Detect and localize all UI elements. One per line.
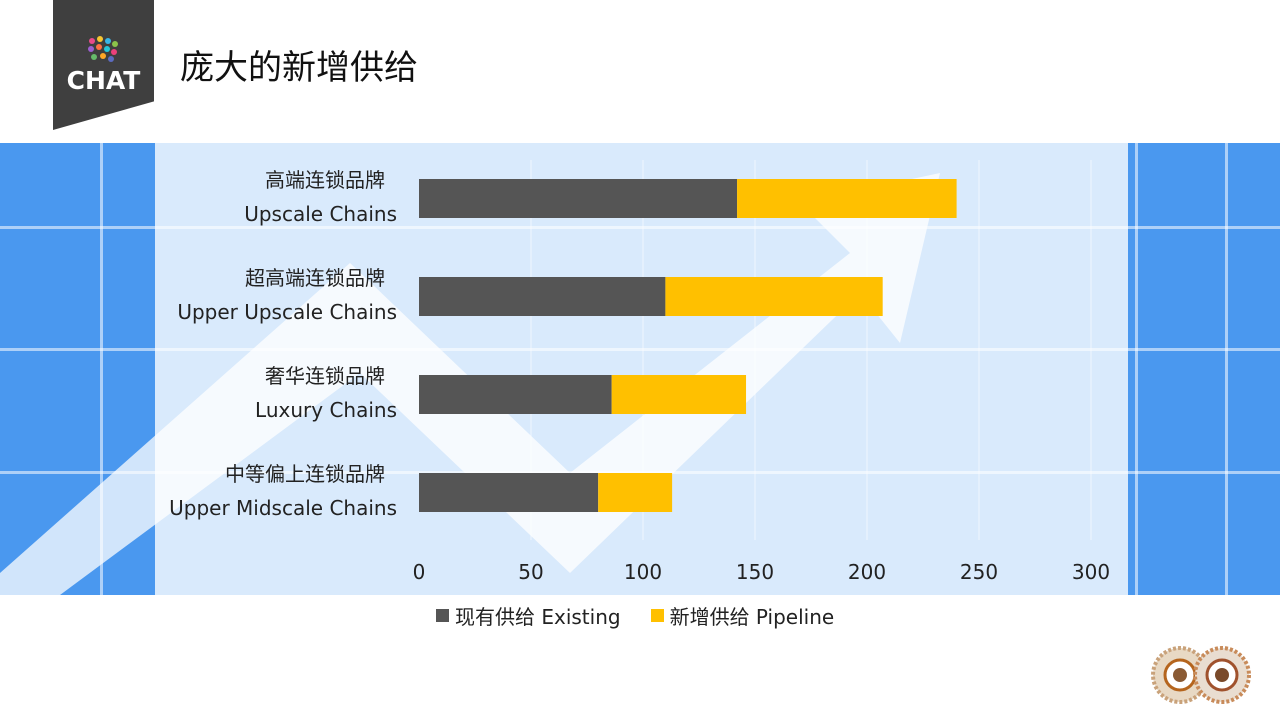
legend-label-pipeline: 新增供给 Pipeline — [669, 605, 835, 629]
bar-existing — [419, 375, 612, 414]
category-label-zh: 中等偏上连锁品牌 — [225, 462, 385, 486]
bar-pipeline — [737, 179, 957, 218]
x-tick-label: 150 — [736, 560, 774, 584]
decorative-rings-logo-icon — [1151, 646, 1251, 704]
legend-item-existing: 现有供给 Existing — [436, 601, 621, 630]
category-label: 奢华连锁品牌 Luxury Chains — [255, 359, 397, 427]
logo-text: CHAT — [66, 66, 141, 95]
category-label: 中等偏上连锁品牌 Upper Midscale Chains — [169, 457, 397, 525]
grid-decoration — [0, 348, 1280, 351]
background-band — [0, 143, 1280, 595]
bar-pipeline — [598, 473, 673, 512]
category-label-en: Upper Upscale Chains — [177, 300, 397, 324]
grid-decoration — [0, 226, 1280, 229]
legend-label-existing: 现有供给 Existing — [455, 605, 621, 629]
x-tick-label: 200 — [848, 560, 886, 584]
bar-existing — [419, 277, 666, 316]
category-label-zh: 高端连锁品牌 — [265, 168, 385, 192]
grid-decoration — [100, 143, 103, 595]
x-tick-label: 100 — [624, 560, 662, 584]
legend-item-pipeline: 新增供给 Pipeline — [650, 601, 835, 630]
x-tick-label: 0 — [413, 560, 426, 584]
page-title: 庞大的新增供给 — [180, 48, 418, 88]
category-label-zh: 奢华连锁品牌 — [265, 364, 385, 388]
category-label: 高端连锁品牌 Upscale Chains — [244, 163, 397, 231]
bar-pipeline — [611, 375, 747, 414]
x-tick-label: 300 — [1072, 560, 1110, 584]
grid-decoration — [1135, 143, 1138, 595]
legend-swatch-existing — [436, 609, 449, 622]
bar-existing — [419, 473, 599, 512]
category-label: 超高端连锁品牌 Upper Upscale Chains — [177, 261, 397, 329]
x-tick-label: 50 — [518, 560, 543, 584]
category-label-en: Upper Midscale Chains — [169, 496, 397, 520]
category-label-en: Luxury Chains — [255, 398, 397, 422]
category-label-en: Upscale Chains — [244, 202, 397, 226]
legend-swatch-pipeline — [650, 609, 664, 622]
category-label-zh: 超高端连锁品牌 — [245, 266, 385, 290]
bar-existing — [419, 179, 738, 218]
grid-decoration — [1225, 143, 1228, 595]
x-tick-label: 250 — [960, 560, 998, 584]
band-right-block — [1128, 143, 1280, 595]
bar-pipeline — [665, 277, 883, 316]
colorful-dots-logo-icon — [88, 36, 118, 62]
chart-legend: 现有供给 Existing 新增供给 Pipeline — [436, 601, 834, 630]
brand-logo: CHAT — [53, 0, 154, 130]
